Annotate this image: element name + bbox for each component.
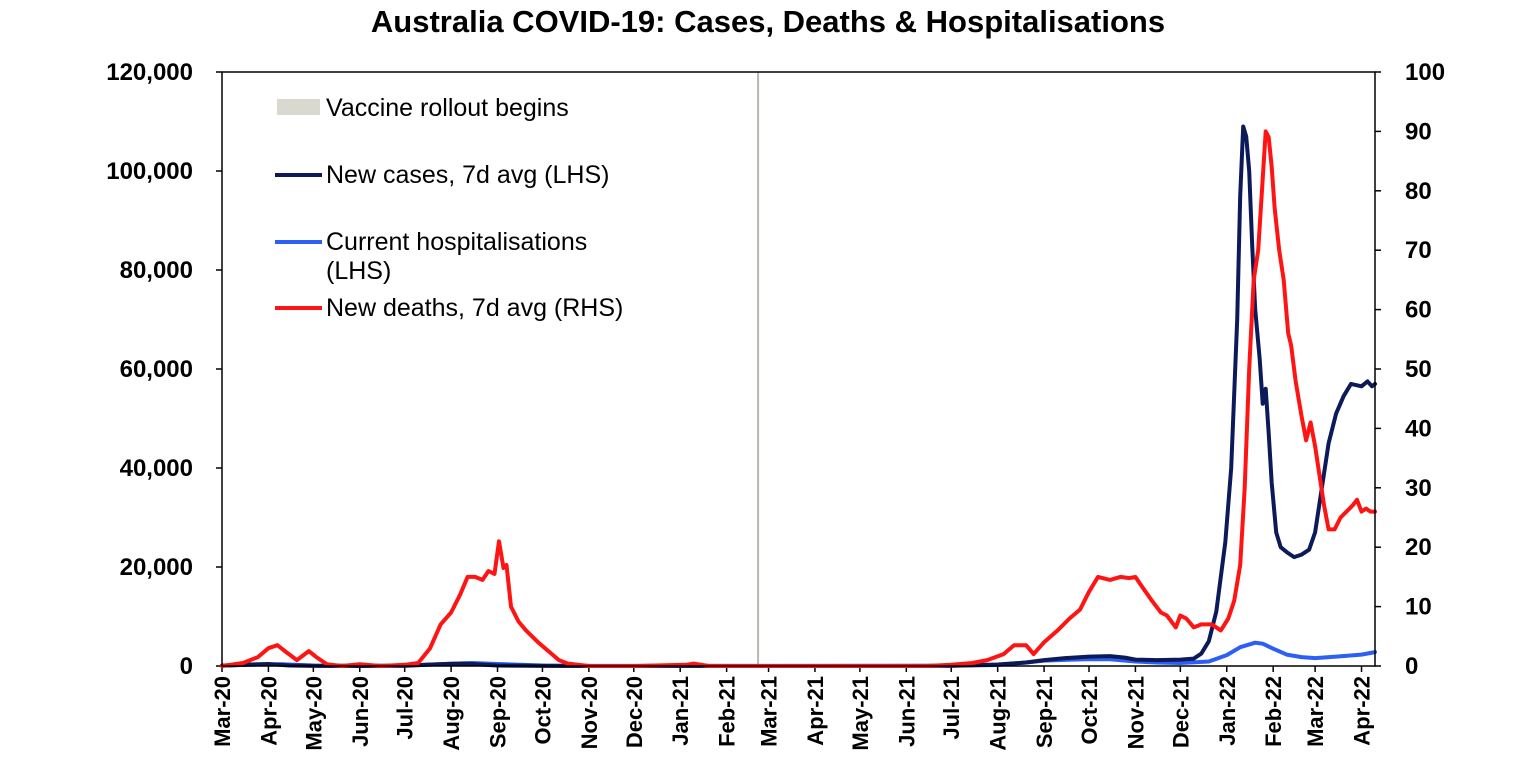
x-tick-label: Jan-22 [1215, 676, 1240, 746]
x-tick-label: Nov-20 [577, 676, 602, 749]
y-right-tick-label: 60 [1405, 297, 1432, 324]
x-tick-label: May-20 [301, 676, 326, 751]
plot-frame [221, 71, 1376, 667]
y-left-tick-label: 60,000 [120, 356, 193, 383]
legend: Vaccine rollout begins New cases, 7d avg… [275, 94, 623, 322]
legend-label-hospitalisations-line-1: Current hospitalisations [326, 228, 587, 256]
legend-label-new-cases: New cases, 7d avg (LHS) [326, 161, 609, 189]
x-tick-label: Oct-20 [530, 676, 555, 744]
x-tick-label: Feb-21 [715, 676, 740, 747]
x-tick-label: Feb-22 [1261, 676, 1286, 747]
legend-label-vaccine: Vaccine rollout begins [326, 94, 569, 122]
x-tick-label: Apr-21 [803, 676, 828, 746]
x-tick-label: Oct-21 [1077, 676, 1102, 744]
x-tick-label: Jan-21 [668, 676, 693, 746]
x-tick-label: Mar-21 [757, 676, 782, 747]
y-left-tick-label: 20,000 [120, 554, 193, 581]
x-tick-label: Sep-20 [486, 676, 511, 748]
legend-label-hospitalisations-line-2: (LHS) [326, 257, 391, 285]
x-tick-label: Apr-22 [1350, 676, 1375, 746]
x-tick-label: Nov-21 [1123, 676, 1148, 749]
x-axis: Mar-20 Apr-20 May-20 Jun-20 Jul-20 Aug-20 Sep-… [210, 666, 1375, 751]
y-right-tick-label: 100 [1405, 59, 1445, 86]
x-tick-label: Dec-20 [622, 676, 647, 748]
y-right-tick-label: 40 [1405, 415, 1432, 442]
y-right-tick-label: 0 [1405, 653, 1418, 680]
x-tick-label: Apr-20 [256, 676, 281, 746]
legend-label-new-deaths: New deaths, 7d avg (RHS) [326, 294, 623, 322]
y-left-tick-label: 80,000 [120, 257, 193, 284]
y-axis-left: 0 20,000 40,000 60,000 80,000 100,000 120,000 [106, 59, 222, 680]
y-axis-right: 0 10 20 30 40 50 60 70 80 90 100 [1375, 59, 1445, 680]
x-tick-label: Mar-22 [1303, 676, 1328, 747]
x-tick-label: May-21 [848, 676, 873, 751]
y-right-tick-label: 10 [1405, 594, 1432, 621]
x-tick-label: Aug-20 [439, 676, 464, 751]
y-left-tick-label: 0 [180, 653, 193, 680]
series-layer [220, 124, 1377, 668]
y-right-tick-label: 80 [1405, 178, 1432, 205]
series-new-cases-line [220, 124, 1377, 668]
x-tick-label: Jul-21 [939, 676, 964, 740]
x-tick-label: Aug-21 [986, 676, 1011, 751]
y-left-tick-label: 40,000 [120, 455, 193, 482]
y-right-tick-label: 20 [1405, 534, 1432, 561]
x-tick-label: Sep-21 [1032, 676, 1057, 748]
chart-title: Australia COVID-19: Cases, Deaths & Hosp… [371, 4, 1165, 39]
y-right-tick-label: 90 [1405, 118, 1432, 145]
x-tick-label: Mar-20 [210, 676, 235, 747]
y-right-tick-label: 30 [1405, 475, 1432, 502]
legend-swatch-vaccine [277, 99, 320, 115]
x-tick-label: Jun-20 [348, 676, 373, 747]
y-right-tick-label: 50 [1405, 356, 1432, 383]
x-tick-label: Jun-21 [894, 676, 919, 747]
x-tick-label: Dec-21 [1168, 676, 1193, 748]
y-left-tick-label: 100,000 [106, 158, 193, 185]
y-left-tick-label: 120,000 [106, 59, 193, 86]
y-right-tick-label: 70 [1405, 237, 1432, 264]
x-tick-label: Jul-20 [393, 676, 418, 740]
series-new-deaths-line [220, 129, 1377, 668]
legend-label-hospitalisations: Current hospitalisations (LHS) [326, 228, 587, 285]
